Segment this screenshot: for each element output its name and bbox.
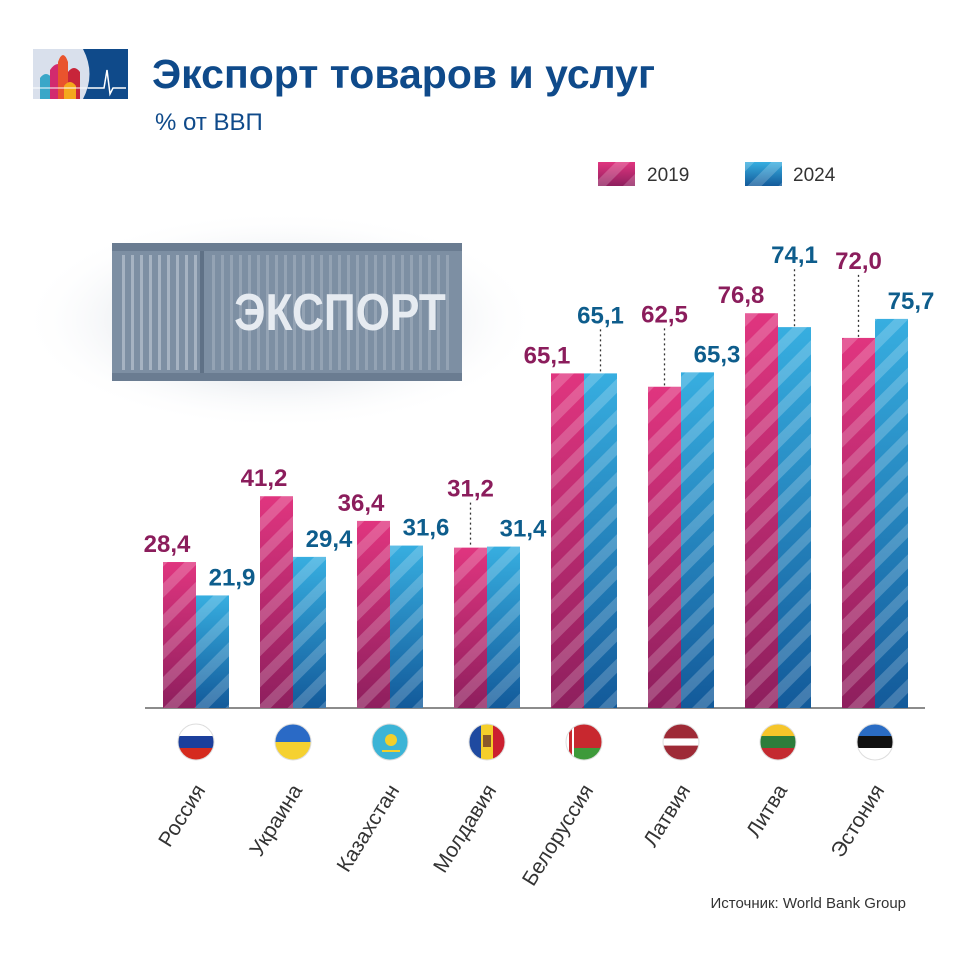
- bar-stripes: [648, 386, 681, 708]
- bar-stripes: [842, 337, 875, 708]
- country-label: Эстония: [827, 780, 890, 861]
- value-label-2019: 65,1: [524, 342, 571, 369]
- bar-stripes: [357, 520, 390, 708]
- country-label: Украина: [245, 780, 307, 860]
- latvia-flag-icon: [663, 724, 699, 760]
- bar-stripes: [454, 547, 487, 708]
- chart-subtitle: % от ВВП: [155, 109, 263, 136]
- bar-stripes: [745, 313, 778, 708]
- bar-stripes: [551, 373, 584, 708]
- country-label: Латвия: [639, 780, 695, 851]
- country-label: Россия: [154, 780, 210, 851]
- lithuania-flag-icon: [760, 724, 796, 760]
- bar-stripes: [681, 372, 714, 708]
- bar-stripes: [778, 327, 811, 708]
- legend-label-2019: 2019: [647, 165, 689, 186]
- value-label-2019: 72,0: [835, 248, 882, 275]
- estonia-flag-icon: [857, 724, 893, 760]
- moldova-flag-icon: [469, 724, 505, 760]
- bar-stripes: [163, 562, 196, 708]
- legend-label-2024: 2024: [793, 165, 836, 186]
- source-note: Источник: World Bank Group: [711, 895, 906, 912]
- value-label-2024: 75,7: [888, 288, 935, 315]
- value-label-2024: 31,4: [500, 516, 547, 543]
- logo: [33, 49, 128, 99]
- chart-title: Экспорт товаров и услуг: [152, 51, 655, 97]
- value-label-2024: 21,9: [209, 564, 256, 591]
- country-label: Казахстан: [333, 780, 405, 876]
- container-label: ЭКСПОРТ: [234, 284, 446, 342]
- value-label-2019: 62,5: [641, 301, 688, 328]
- value-label-2024: 65,3: [694, 341, 741, 368]
- country-label: Литва: [742, 780, 792, 841]
- kazakhstan-flag-icon: [372, 724, 408, 760]
- bar-stripes: [487, 546, 520, 708]
- bar-stripes: [196, 595, 229, 708]
- value-label-2024: 65,1: [577, 302, 624, 329]
- value-label-2019: 31,2: [447, 476, 494, 503]
- container-illustration: ЭКСПОРТ: [20, 210, 540, 430]
- russia-flag-icon: [178, 724, 214, 760]
- bar-stripes: [260, 496, 293, 708]
- value-label-2024: 29,4: [306, 526, 353, 553]
- country-label: Молдавия: [429, 780, 501, 876]
- value-label-2019: 36,4: [338, 490, 385, 517]
- value-label-2024: 31,6: [403, 515, 450, 542]
- value-label-2019: 76,8: [718, 282, 765, 309]
- country-label: Белоруссия: [518, 780, 598, 890]
- value-label-2019: 41,2: [241, 465, 288, 492]
- legend: 2019 2024: [598, 162, 836, 186]
- ukraine-flag-icon: [275, 724, 311, 760]
- bar-stripes: [390, 545, 423, 708]
- bar-stripes: [584, 373, 617, 708]
- value-label-2019: 28,4: [144, 531, 191, 558]
- bar-stripes: [875, 318, 908, 708]
- bar-stripes: [293, 556, 326, 708]
- value-label-2024: 74,1: [771, 242, 818, 269]
